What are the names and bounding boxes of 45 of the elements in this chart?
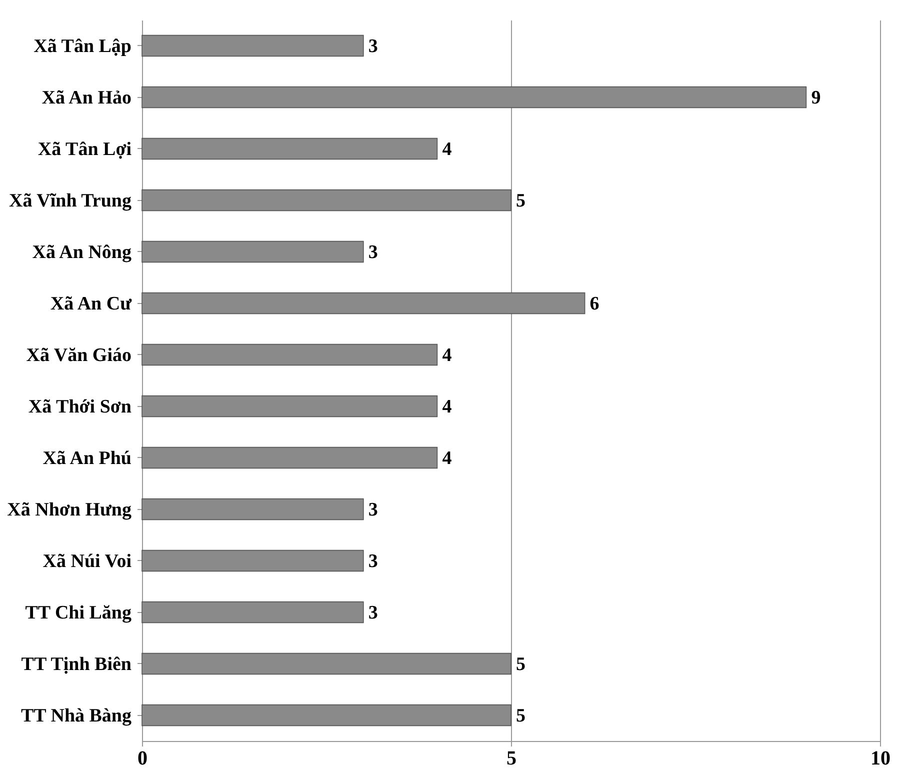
bar xyxy=(142,550,364,572)
x-tick-label: 0 xyxy=(138,748,148,770)
bar xyxy=(142,292,586,314)
bar xyxy=(142,652,512,675)
y-tick-label: TT Chi Lăng xyxy=(25,602,132,624)
data-label: 9 xyxy=(811,87,821,108)
data-label: 3 xyxy=(368,602,378,624)
x-tick-label: 5 xyxy=(506,748,516,770)
bar xyxy=(142,86,807,108)
bar xyxy=(142,344,438,366)
data-label: 3 xyxy=(368,499,378,520)
y-tick-label: Xã Thới Sơn xyxy=(28,396,132,418)
data-label: 4 xyxy=(442,448,452,469)
y-tick-label: Xã An Hảo xyxy=(42,87,132,108)
x-tick-label: 10 xyxy=(870,748,890,770)
data-label: 4 xyxy=(442,138,452,160)
y-tick-label: Xã Tân Lợi xyxy=(38,138,132,160)
y-tick-label: Xã Văn Giáo xyxy=(26,344,132,366)
bar xyxy=(142,498,364,520)
bar xyxy=(142,704,512,726)
y-tick-label: Xã An Cư xyxy=(50,293,132,314)
data-label: 3 xyxy=(368,242,378,263)
bar xyxy=(142,138,438,160)
bar xyxy=(142,240,364,263)
y-tick-label: Xã Tân Lập xyxy=(34,36,132,57)
y-tick-label: TT Tịnh Biên xyxy=(21,654,132,675)
data-label: 3 xyxy=(368,550,378,572)
y-tick-label: Xã Vĩnh Trung xyxy=(9,190,132,212)
y-tick-label: Xã Nhơn Hưng xyxy=(7,499,132,520)
data-label: 5 xyxy=(516,654,526,675)
y-tick-label: TT Nhà Bàng xyxy=(20,705,132,726)
bar xyxy=(142,446,438,469)
bar xyxy=(142,601,364,624)
bar xyxy=(142,395,438,418)
y-tick-label: Xã An Phú xyxy=(42,448,132,469)
y-tick-label: Xã Núi Voi xyxy=(42,550,132,572)
data-label: 4 xyxy=(442,396,452,418)
data-label: 6 xyxy=(590,293,600,314)
data-label: 4 xyxy=(442,344,452,366)
bar xyxy=(142,34,364,57)
data-label: 5 xyxy=(516,190,526,212)
data-label: 5 xyxy=(516,705,526,726)
bar xyxy=(142,189,512,212)
y-tick-label: Xã An Nông xyxy=(32,242,132,263)
data-label: 3 xyxy=(368,36,378,57)
